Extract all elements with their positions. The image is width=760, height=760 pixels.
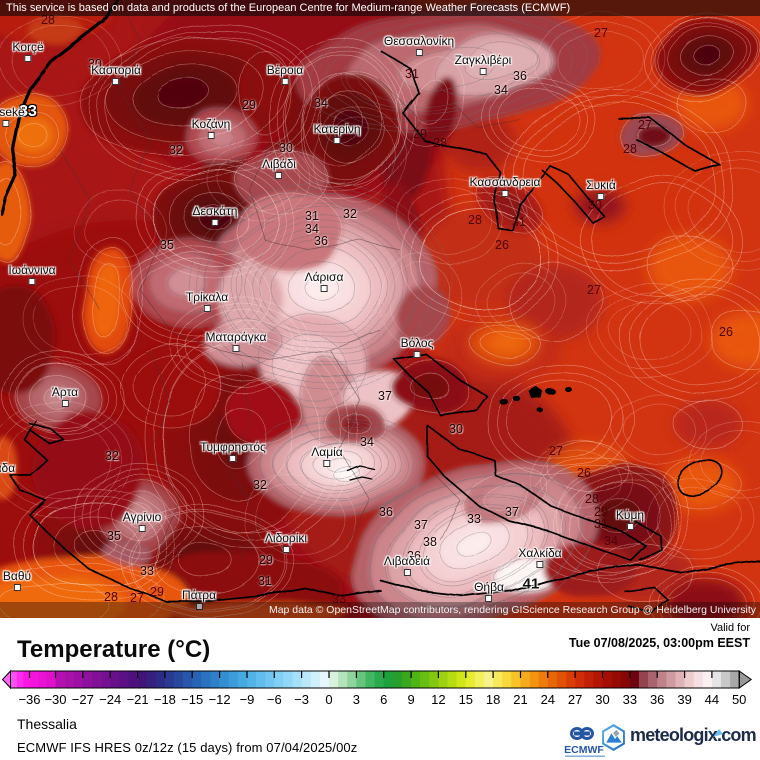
svg-text:ECMWF: ECMWF <box>564 744 604 756</box>
